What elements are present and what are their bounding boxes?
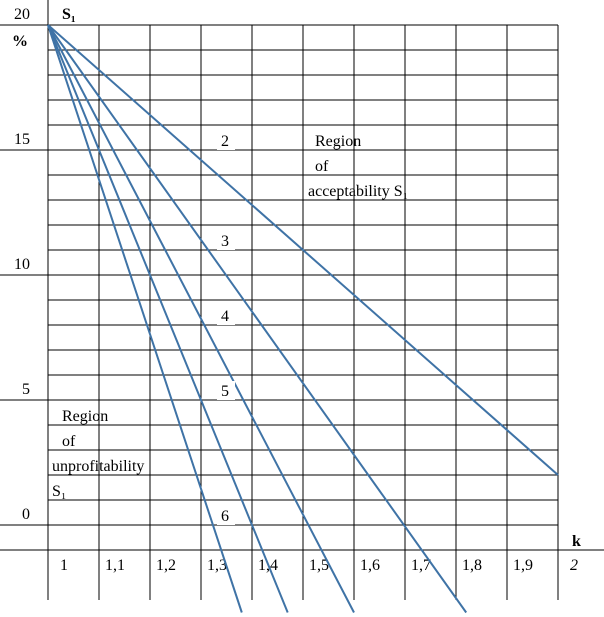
series-label-bg [217,381,235,400]
y-tick-label: 20 [14,6,30,23]
annotation: unprofitability [52,458,144,475]
series-line [47,24,559,476]
series-label-bg [217,306,235,325]
y-tick-label: 15 [14,131,30,148]
x-tick-label: 1,9 [513,557,533,574]
annotation-bg [310,128,450,208]
x-tick-label: 1,8 [462,557,482,574]
x-tick-label: 1 [60,557,68,574]
annotation: Region [62,408,108,425]
x-tick-label: 1,2 [156,557,176,574]
annotation: of [315,158,329,175]
y-tick-label: 10 [14,256,30,273]
series-line [47,24,355,613]
series-label: 6 [221,508,229,525]
x-tick-label: 1,5 [309,557,329,574]
y-tick-label: 5 [22,381,30,398]
y-unit: % [12,33,28,50]
x-tick-label: 1,3 [207,557,227,574]
series-label-bg [217,231,235,250]
series-line [47,24,289,613]
x-tick-label: 1,1 [105,557,125,574]
x-tick-label: 1,6 [360,557,380,574]
annotation: acceptability S₁ [308,183,408,200]
annotation: of [62,433,76,450]
annotation-bg [58,402,188,502]
series-label: 4 [221,308,229,325]
y-axis-label: S₁ [62,6,76,23]
y-tick-label: 0 [22,506,30,523]
series-label-bg [217,506,235,525]
x-tick-label: 2 [570,557,578,574]
series-label: 3 [221,233,229,250]
x-axis-label: k [572,533,581,550]
series-line [47,24,468,614]
series-label: 2 [221,133,229,150]
annotation: Region [315,133,361,150]
series-label-bg [217,131,235,150]
annotation: S₁ [52,483,66,500]
series-line [47,24,243,613]
x-tick-label: 1,7 [411,557,431,574]
series-label: 5 [221,383,229,400]
